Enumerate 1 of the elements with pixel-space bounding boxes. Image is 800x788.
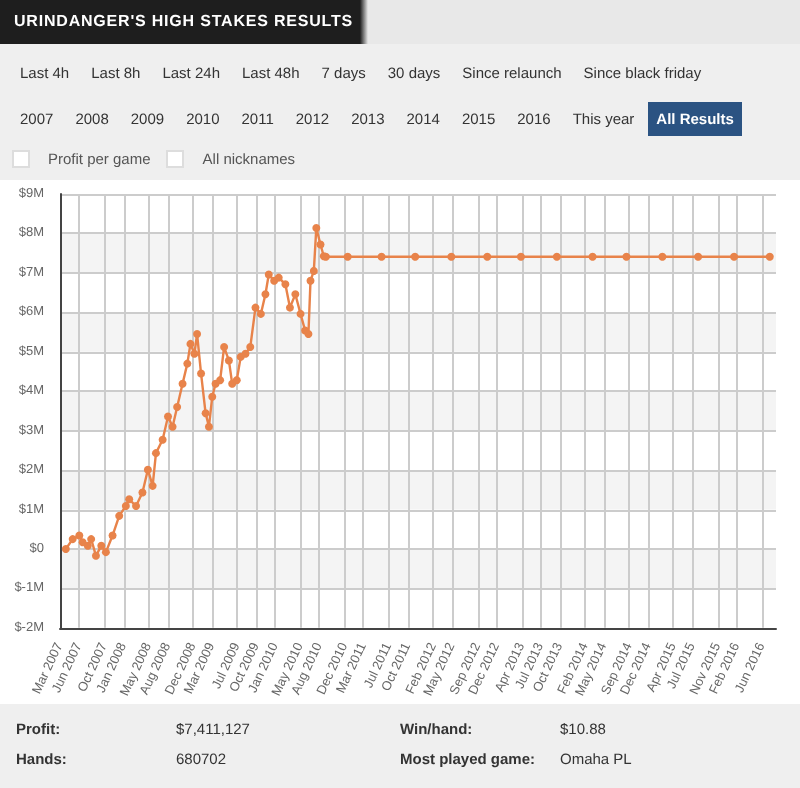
chart-title: URINDANGER'S HIGH STAKES RESULTS xyxy=(14,12,354,30)
